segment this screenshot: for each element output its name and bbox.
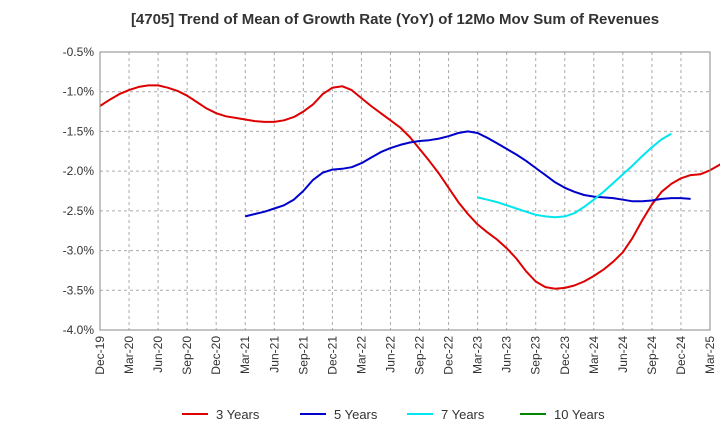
x-tick-label: Jun-22 — [383, 336, 397, 373]
y-tick-label: -2.0% — [63, 164, 95, 178]
series-line-7-years — [477, 132, 672, 219]
x-tick-label: Dec-22 — [442, 336, 456, 375]
y-axis-ticks: -0.5% -1.0% -1.5% -2.0% -2.5% -3.0% -3.5% -4.0% — [63, 45, 95, 337]
x-tick-label: Mar-21 — [238, 336, 252, 374]
legend: 3 Years 5 Years 7 Years 10 Years — [182, 407, 605, 422]
x-tick-label: Jun-24 — [616, 336, 630, 373]
x-tick-label: Mar-24 — [587, 336, 601, 374]
x-tick-label: Sep-24 — [645, 336, 659, 375]
y-tick-label: -3.5% — [63, 283, 95, 297]
x-axis-ticks: Dec-19 Mar-20 Jun-20 Sep-20 Dec-20 Mar-21 Jun-… — [93, 336, 717, 375]
y-tick-label: -4.0% — [63, 323, 95, 337]
legend-label: 10 Years — [554, 407, 605, 422]
x-tick-label: Dec-19 — [93, 336, 107, 375]
plot-background — [100, 52, 710, 330]
x-tick-label: Sep-22 — [413, 336, 427, 375]
legend-label: 5 Years — [334, 407, 378, 422]
x-tick-label: Dec-21 — [325, 336, 339, 375]
x-tick-label: Dec-24 — [674, 336, 688, 375]
y-tick-label: -1.0% — [63, 85, 95, 99]
legend-label: 7 Years — [441, 407, 485, 422]
x-tick-label: Mar-23 — [471, 336, 485, 374]
x-tick-label: Jun-21 — [267, 336, 281, 373]
x-tick-label: Dec-20 — [209, 336, 223, 375]
x-tick-label: Dec-23 — [558, 336, 572, 375]
series-lines — [99, 84, 720, 290]
x-tick-label: Mar-25 — [703, 336, 717, 374]
y-tick-label: -3.0% — [63, 244, 95, 258]
chart-title: [4705] Trend of Mean of Growth Rate (YoY… — [131, 11, 659, 28]
x-tick-label: Mar-20 — [122, 336, 136, 374]
x-tick-label: Mar-22 — [354, 336, 368, 374]
x-tick-label: Sep-23 — [529, 336, 543, 375]
y-tick-label: -2.5% — [63, 204, 95, 218]
x-tick-label: Jun-23 — [500, 336, 514, 373]
y-tick-label: -1.5% — [63, 124, 95, 138]
series-line-5-years — [244, 130, 691, 218]
plot-frame — [99, 51, 711, 331]
series-line-3-years — [99, 84, 720, 290]
y-tick-label: -0.5% — [63, 45, 95, 59]
x-tick-label: Jun-20 — [151, 336, 165, 373]
legend-label: 3 Years — [216, 407, 260, 422]
x-tick-label: Sep-20 — [180, 336, 194, 375]
x-tick-label: Sep-21 — [296, 336, 310, 375]
